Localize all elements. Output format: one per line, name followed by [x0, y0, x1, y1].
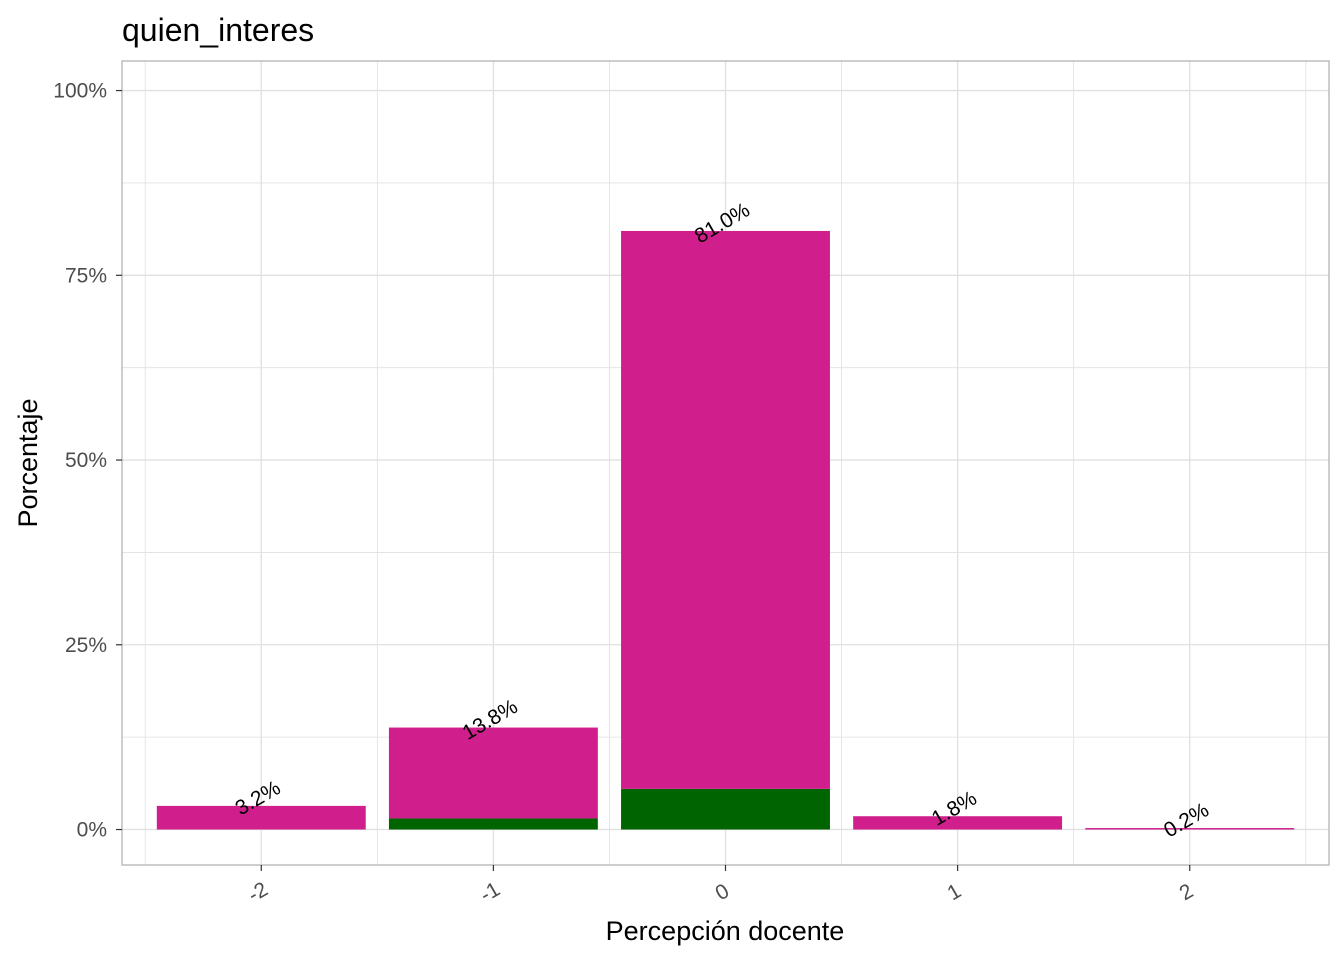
x-tick-label: -2	[244, 878, 272, 907]
y-tick-label: 0%	[77, 819, 107, 842]
bar-segment--1-series-0	[388, 818, 598, 830]
x-axis: -2 -1 0 1 2	[244, 865, 1197, 907]
x-tick-label: -1	[476, 878, 504, 907]
bar-segment-2-series-1	[1085, 828, 1295, 830]
bars	[156, 230, 1295, 830]
bar-segment--1-series-1	[388, 727, 598, 819]
bar-total-label: 0.2%	[1160, 798, 1213, 842]
x-tick-label: 2	[1176, 879, 1198, 905]
bar-segment--2-series-1	[156, 805, 366, 830]
bar-segment-0-series-0	[621, 788, 830, 830]
y-tick-label: 75%	[65, 264, 107, 287]
x-tick-label: 0	[711, 879, 733, 905]
x-axis-title: Percepción docente	[606, 916, 845, 946]
bar-segment-0-series-1	[621, 230, 830, 789]
y-tick-label: 100%	[53, 80, 107, 103]
y-axis: 0% 25% 50% 75% 100%	[53, 80, 122, 842]
y-tick-label: 50%	[65, 449, 107, 472]
chart-title: quien_interes	[122, 12, 314, 48]
y-axis-title: Porcentaje	[13, 398, 43, 527]
x-tick-label: 1	[944, 879, 966, 905]
y-tick-label: 25%	[65, 634, 107, 657]
bar-segment-1-series-1	[853, 816, 1063, 830]
